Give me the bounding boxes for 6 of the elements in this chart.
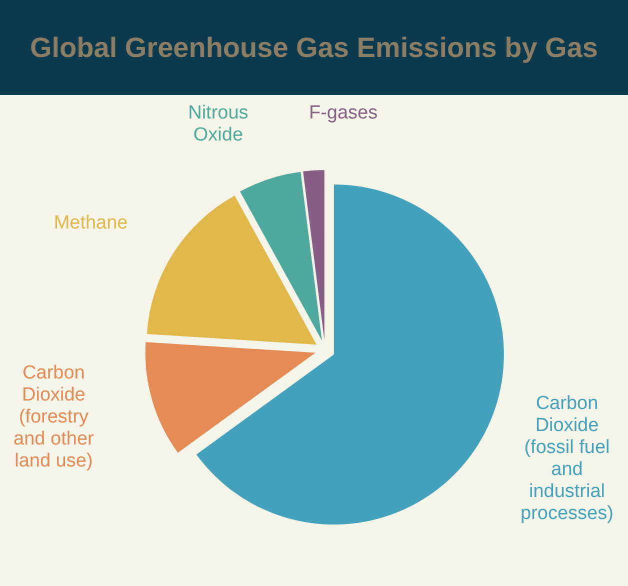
slice-label: Methane <box>54 212 128 233</box>
slice-label: Carbon Dioxide (fossil fuel and industrial processes) <box>520 392 614 524</box>
slice-label: F-gases <box>308 102 378 123</box>
chart-title: Global Greenhouse Gas Emissions by Gas <box>30 32 598 64</box>
slice-label: Carbon Dioxide (forestry and other land use) <box>14 362 95 471</box>
slice-label: Nitrous Oxide <box>188 102 248 146</box>
